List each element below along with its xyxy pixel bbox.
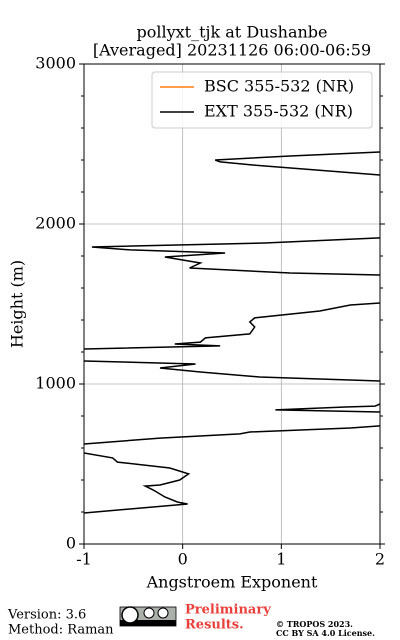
license: CC BY SA 4.0 License. bbox=[276, 628, 375, 638]
y-tick-label: 0 bbox=[66, 534, 76, 553]
y-tick-label: 1000 bbox=[35, 374, 76, 393]
legend-box bbox=[151, 71, 373, 129]
preliminary-note: Results. bbox=[185, 618, 244, 633]
profile-line bbox=[84, 151, 380, 514]
plot-area bbox=[84, 151, 380, 514]
method: Method: Raman bbox=[8, 623, 114, 638]
x-axis-label: Angstroem Exponent bbox=[146, 573, 318, 592]
chart-subtitle: [Averaged] 20231126 06:00-06:59 bbox=[93, 41, 371, 60]
cc-logo bbox=[119, 606, 177, 627]
legend-label: EXT 355-532 (NR) bbox=[204, 102, 353, 121]
x-tick-label: 2 bbox=[375, 550, 385, 569]
y-tick-label: 3000 bbox=[35, 54, 76, 73]
license: © TROPOS 2023. bbox=[276, 619, 353, 629]
x-tick-label: 1 bbox=[276, 550, 286, 569]
legend: BSC 355-532 (NR) EXT 355-532 (NR) bbox=[151, 71, 373, 129]
legend-label: BSC 355-532 (NR) bbox=[204, 77, 354, 96]
chart-title: pollyxt_tjk at Dushanbe bbox=[136, 23, 327, 42]
y-axis-label: Height (m) bbox=[8, 260, 27, 348]
x-tick-label: -1 bbox=[76, 550, 92, 569]
y-tick-label: 2000 bbox=[35, 214, 76, 233]
preliminary-note: Preliminary bbox=[185, 603, 271, 618]
x-tick-label: 0 bbox=[178, 550, 188, 569]
axes-frame bbox=[83, 63, 381, 545]
version: Version: 3.6 bbox=[7, 608, 86, 623]
